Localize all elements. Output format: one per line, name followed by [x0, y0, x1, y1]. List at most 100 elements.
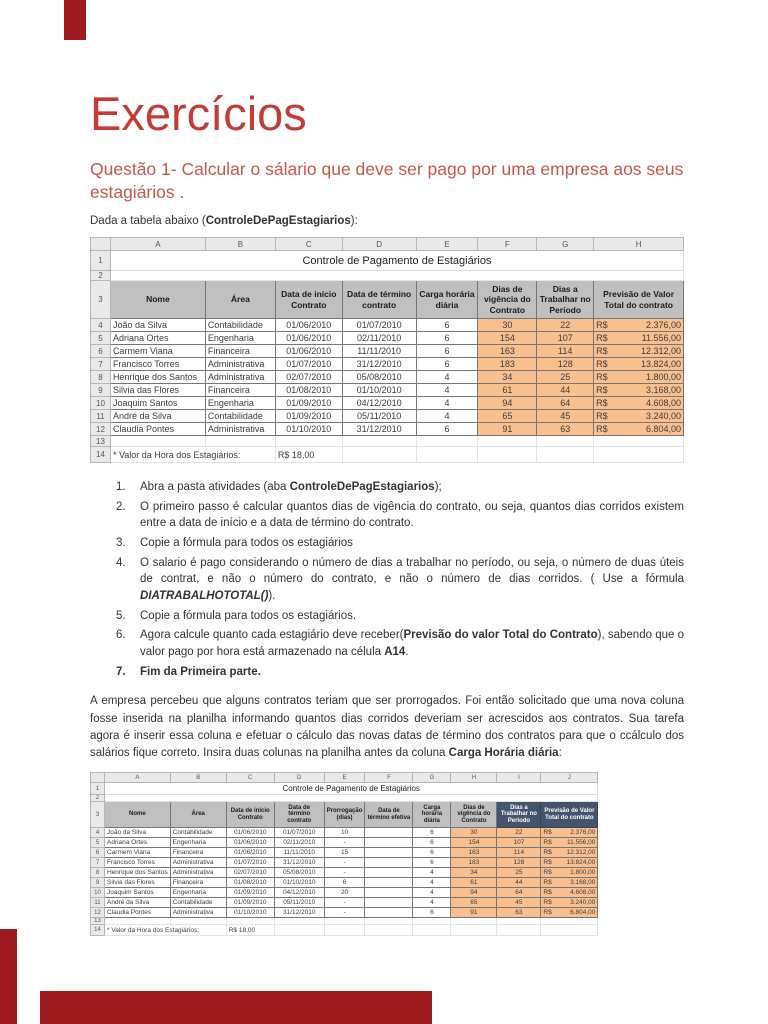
emphasis-text: DIATRABALHOTOTAL()	[140, 590, 269, 603]
currency-cell: R$ 2.376,00	[593, 318, 684, 333]
data-cell: 05/11/2010	[273, 897, 325, 909]
data-cell: 114	[536, 344, 595, 359]
empty-cell	[412, 917, 452, 926]
row-number: 11	[90, 897, 105, 909]
emphasis-text: Fim da Primeira parte.	[140, 665, 261, 678]
column-letter: B	[204, 237, 276, 252]
column-header: Data de término contrato	[341, 280, 417, 320]
column-letter: C	[274, 237, 343, 252]
data-cell: 02/11/2010	[341, 331, 417, 346]
data-cell: Contabilidade	[204, 409, 276, 424]
data-cell: Adriana Ortes	[104, 837, 171, 849]
data-cell: 01/06/2010	[274, 331, 343, 346]
data-cell: 65	[450, 897, 498, 909]
currency-amount: 12.312,00	[640, 346, 681, 357]
row-number: 5	[90, 331, 111, 346]
empty-cell	[536, 435, 595, 448]
row-number: 4	[90, 318, 111, 333]
currency-symbol: R$	[543, 899, 552, 907]
row-number: 4	[90, 827, 105, 839]
empty-cell	[496, 924, 542, 937]
empty-cell	[364, 917, 414, 926]
row-number: 6	[90, 344, 111, 359]
data-cell: 91	[450, 907, 498, 919]
data-cell: 64	[496, 887, 542, 899]
currency-symbol: R$	[543, 889, 552, 897]
data-cell: 6	[412, 837, 452, 849]
data-cell: 6	[412, 857, 452, 869]
row-number: 12	[90, 907, 105, 919]
column-letter: H	[450, 772, 498, 784]
currency-symbol: R$	[543, 829, 552, 837]
text-run: O salario é pago considerando o número d…	[140, 556, 684, 586]
data-cell: Financeira	[204, 383, 276, 398]
empty-cell	[593, 435, 684, 448]
currency-symbol: R$	[543, 859, 552, 867]
instruction-item: 3. Copie a fórmula para todos os estagiár…	[116, 535, 684, 552]
column-header: Data de término contrato	[273, 801, 325, 829]
currency-symbol: R$	[543, 839, 552, 847]
data-cell: 4	[415, 396, 479, 411]
data-cell: Financeira	[204, 344, 276, 359]
row-number: 8	[90, 370, 111, 385]
text-run: Dada a tabela abaixo (	[90, 214, 206, 227]
data-cell	[364, 887, 414, 899]
column-letter: B	[169, 772, 227, 784]
decoration-top-red-bar	[64, 0, 86, 40]
data-cell: Financeira	[169, 877, 227, 889]
column-letter: C	[225, 772, 275, 784]
column-header: Previsão de Valor Total do contrato	[593, 280, 684, 320]
instruction-item: 6. Agora calcule quanto cada estagiário d…	[116, 627, 684, 660]
currency-cell: R$ 6.804,00	[540, 907, 599, 919]
instruction-number: 4.	[116, 556, 126, 569]
data-cell: 61	[450, 877, 498, 889]
instruction-number: 7.	[116, 665, 126, 678]
hour-rate-label: * Valor da Hora dos Estagiários:	[109, 446, 276, 464]
empty-cell	[364, 924, 414, 937]
row-number: 3	[90, 280, 111, 320]
data-cell	[364, 877, 414, 889]
currency-amount: 2.376,00	[645, 320, 681, 331]
data-cell: João da Silva	[104, 827, 171, 839]
data-cell: 30	[450, 827, 498, 839]
currency-amount: 3.240,00	[645, 411, 681, 422]
currency-cell: R$ 1.800,00	[593, 370, 684, 385]
empty-cell	[536, 446, 595, 464]
data-cell	[364, 897, 414, 909]
column-letter: A	[104, 772, 171, 784]
data-cell: 01/08/2010	[225, 877, 275, 889]
data-cell: 44	[536, 383, 595, 398]
data-cell	[364, 857, 414, 869]
data-cell: 4	[412, 867, 452, 879]
currency-cell: R$ 3.168,00	[593, 383, 684, 398]
row-number: 8	[90, 867, 105, 879]
data-cell: 01/06/2010	[225, 837, 275, 849]
data-cell: 128	[536, 357, 595, 372]
data-cell: 65	[477, 409, 538, 424]
currency-amount: 11.556,00	[566, 839, 596, 847]
row-number: 11	[90, 409, 111, 424]
row-number: 10	[90, 396, 111, 411]
data-cell: 01/06/2010	[225, 827, 275, 839]
currency-amount: 6.804,00	[645, 424, 681, 435]
column-header: Dias a Trabalhar no Período	[496, 801, 542, 829]
data-cell: -	[323, 837, 366, 849]
data-cell: 4	[415, 370, 479, 385]
currency-cell: R$ 13.824,00	[540, 857, 599, 869]
currency-symbol: R$	[543, 909, 552, 917]
emphasis-text: ControleDePagEstagiarios	[289, 481, 435, 494]
text-run: ).	[268, 590, 276, 603]
data-cell: 01/06/2010	[274, 344, 343, 359]
currency-cell: R$ 6.804,00	[593, 422, 684, 437]
data-cell: 34	[477, 370, 538, 385]
text-run: Abra a pasta atividades (aba	[140, 481, 290, 494]
instruction-text: Copie a fórmula para todos os estagiário…	[140, 608, 684, 625]
data-cell: André da Silva	[104, 897, 171, 909]
instruction-item: 2. O primeiro passo é calcular quantos di…	[116, 499, 684, 532]
data-cell: 4	[415, 383, 479, 398]
currency-cell: R$ 3.240,00	[540, 897, 599, 909]
intro-text: Dada a tabela abaixo (ControleDePagEstag…	[90, 213, 684, 229]
instruction-number: 1.	[116, 481, 126, 494]
data-cell: 34	[450, 867, 498, 879]
